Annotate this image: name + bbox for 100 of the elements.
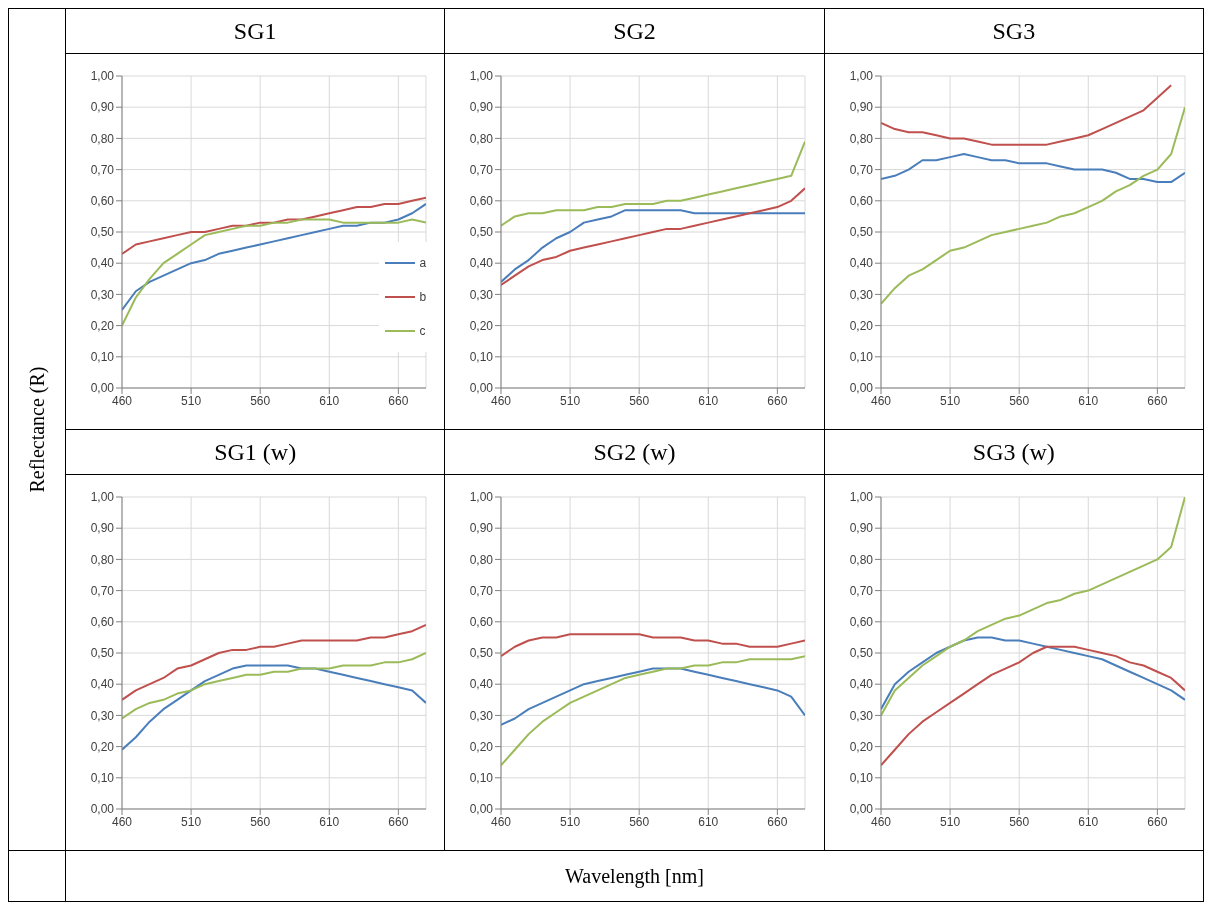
y-tick-label: 0,90 bbox=[849, 99, 874, 114]
y-tick-label: 1,00 bbox=[90, 489, 115, 504]
x-tick-label: 660 bbox=[1147, 393, 1168, 408]
x-axis-title: Wavelength [nm] bbox=[565, 864, 704, 888]
y-tick-label: 0,90 bbox=[470, 520, 494, 535]
y-tick-label: 0,00 bbox=[470, 380, 494, 395]
y-tick-label: 0,00 bbox=[90, 801, 115, 816]
x-tick-label: 510 bbox=[939, 814, 961, 829]
y-tick-label: 0,10 bbox=[470, 770, 494, 785]
y-tick-label: 0,40 bbox=[470, 255, 494, 270]
y-tick-label: 0,20 bbox=[849, 318, 874, 333]
y-tick-label: 0,20 bbox=[470, 739, 494, 754]
legend-label: c bbox=[419, 323, 426, 338]
y-tick-label: 1,00 bbox=[849, 489, 874, 504]
y-tick-label: 0,70 bbox=[90, 583, 115, 598]
y-tick-label: 0,60 bbox=[849, 614, 874, 629]
y-tick-label: 0,00 bbox=[849, 801, 874, 816]
y-tick-label: 0,10 bbox=[90, 770, 115, 785]
x-tick-label: 660 bbox=[388, 393, 409, 408]
y-tick-label: 0,70 bbox=[849, 162, 874, 177]
y-tick-label: 0,20 bbox=[90, 739, 115, 754]
line-series bbox=[880, 83, 1173, 146]
line-series bbox=[880, 105, 1185, 305]
y-tick-label: 0,10 bbox=[849, 770, 874, 785]
x-tick-label: 610 bbox=[698, 814, 720, 829]
y-tick-label: 0,80 bbox=[470, 131, 494, 146]
chart-title: SG3 (w) bbox=[972, 438, 1055, 466]
x-tick-label: 510 bbox=[181, 814, 202, 829]
y-tick-label: 0,10 bbox=[90, 349, 115, 364]
x-tick-label: 460 bbox=[870, 814, 892, 829]
x-tick-label: 560 bbox=[250, 814, 271, 829]
y-tick-label: 0,70 bbox=[849, 583, 874, 598]
y-tick-label: 0,30 bbox=[90, 708, 115, 723]
y-tick-label: 0,60 bbox=[90, 614, 115, 629]
x-tick-label: 560 bbox=[629, 814, 650, 829]
line-series bbox=[501, 667, 806, 726]
y-axis-title: Reflectance (R) bbox=[25, 365, 49, 493]
y-tick-label: 0,40 bbox=[90, 676, 115, 691]
chart-title: SG2 bbox=[613, 17, 656, 45]
x-tick-label: 560 bbox=[629, 393, 650, 408]
y-tick-label: 0,20 bbox=[470, 318, 494, 333]
y-tick-label: 0,90 bbox=[470, 99, 494, 114]
line-series bbox=[880, 645, 1185, 766]
line-series bbox=[880, 152, 1185, 183]
y-tick-label: 0,20 bbox=[90, 318, 115, 333]
y-tick-label: 1,00 bbox=[470, 68, 494, 83]
y-tick-label: 0,90 bbox=[90, 99, 115, 114]
y-tick-label: 0,70 bbox=[90, 162, 115, 177]
y-tick-label: 0,50 bbox=[470, 224, 494, 239]
legend-label: b bbox=[419, 289, 427, 304]
y-tick-label: 1,00 bbox=[470, 489, 494, 504]
y-tick-label: 0,50 bbox=[90, 224, 115, 239]
y-tick-label: 0,60 bbox=[849, 193, 874, 208]
y-tick-label: 0,60 bbox=[90, 193, 115, 208]
line-series bbox=[122, 663, 427, 751]
x-tick-label: 560 bbox=[250, 393, 271, 408]
x-tick-label: 660 bbox=[767, 814, 789, 829]
x-tick-label: 610 bbox=[319, 393, 340, 408]
line-series bbox=[501, 186, 806, 286]
x-tick-label: 460 bbox=[870, 393, 892, 408]
line-series bbox=[880, 635, 1185, 710]
y-tick-label: 0,40 bbox=[470, 676, 494, 691]
x-tick-label: 460 bbox=[491, 814, 512, 829]
x-tick-label: 610 bbox=[1078, 393, 1099, 408]
x-tick-label: 510 bbox=[560, 393, 581, 408]
y-tick-label: 0,70 bbox=[470, 583, 494, 598]
x-tick-label: 510 bbox=[939, 393, 961, 408]
x-tick-label: 460 bbox=[112, 393, 133, 408]
y-tick-label: 0,10 bbox=[470, 349, 494, 364]
y-tick-label: 1,00 bbox=[90, 68, 115, 83]
y-tick-label: 0,80 bbox=[849, 131, 874, 146]
x-tick-label: 610 bbox=[319, 814, 340, 829]
line-series bbox=[122, 196, 427, 255]
y-tick-label: 0,30 bbox=[849, 287, 874, 302]
chart-title: SG1 bbox=[233, 17, 277, 45]
y-tick-label: 0,10 bbox=[849, 349, 874, 364]
x-tick-label: 460 bbox=[491, 393, 512, 408]
y-tick-label: 0,50 bbox=[90, 645, 115, 660]
chart-title: SG3 bbox=[992, 17, 1036, 45]
y-tick-label: 0,50 bbox=[849, 224, 874, 239]
y-tick-label: 0,50 bbox=[849, 645, 874, 660]
y-tick-label: 0,80 bbox=[470, 552, 494, 567]
y-tick-label: 0,70 bbox=[470, 162, 494, 177]
x-tick-label: 510 bbox=[560, 814, 581, 829]
y-tick-label: 0,30 bbox=[470, 708, 494, 723]
x-tick-label: 560 bbox=[1008, 393, 1030, 408]
line-series bbox=[501, 654, 806, 766]
y-tick-label: 0,40 bbox=[90, 255, 115, 270]
y-tick-label: 0,80 bbox=[90, 131, 115, 146]
x-tick-label: 460 bbox=[112, 814, 133, 829]
y-tick-label: 0,80 bbox=[849, 552, 874, 567]
chart-title: SG1 (w) bbox=[214, 438, 297, 466]
line-series bbox=[501, 140, 806, 227]
chart-title: SG2 (w) bbox=[593, 438, 676, 466]
y-tick-label: 0,60 bbox=[470, 193, 494, 208]
y-tick-label: 1,00 bbox=[849, 68, 874, 83]
y-tick-label: 0,00 bbox=[849, 380, 874, 395]
y-tick-label: 0,50 bbox=[470, 645, 494, 660]
y-tick-label: 0,30 bbox=[470, 287, 494, 302]
line-series bbox=[122, 623, 427, 701]
